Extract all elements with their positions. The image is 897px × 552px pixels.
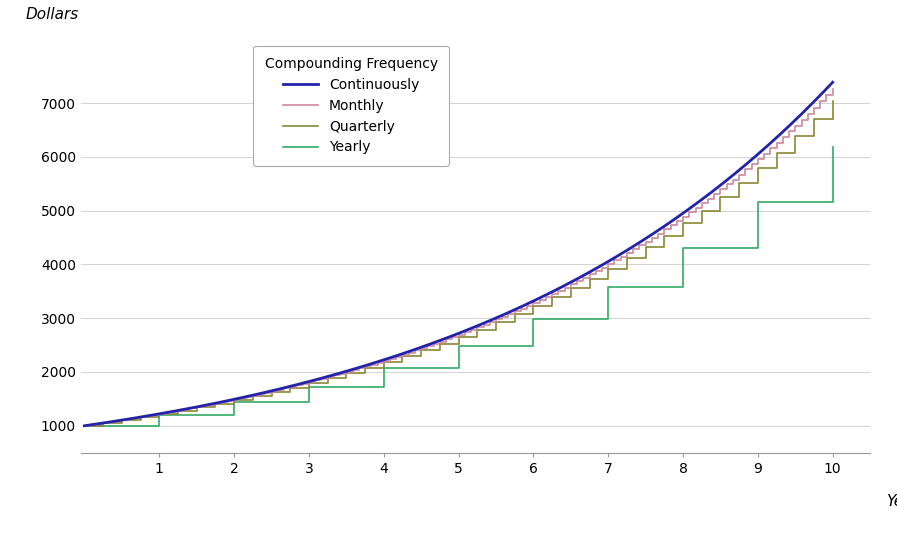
Legend: Continuously, Monthly, Quarterly, Yearly: Continuously, Monthly, Quarterly, Yearly [254, 46, 448, 166]
Text: Years: Years [886, 494, 897, 509]
Text: Dollars: Dollars [25, 7, 79, 22]
